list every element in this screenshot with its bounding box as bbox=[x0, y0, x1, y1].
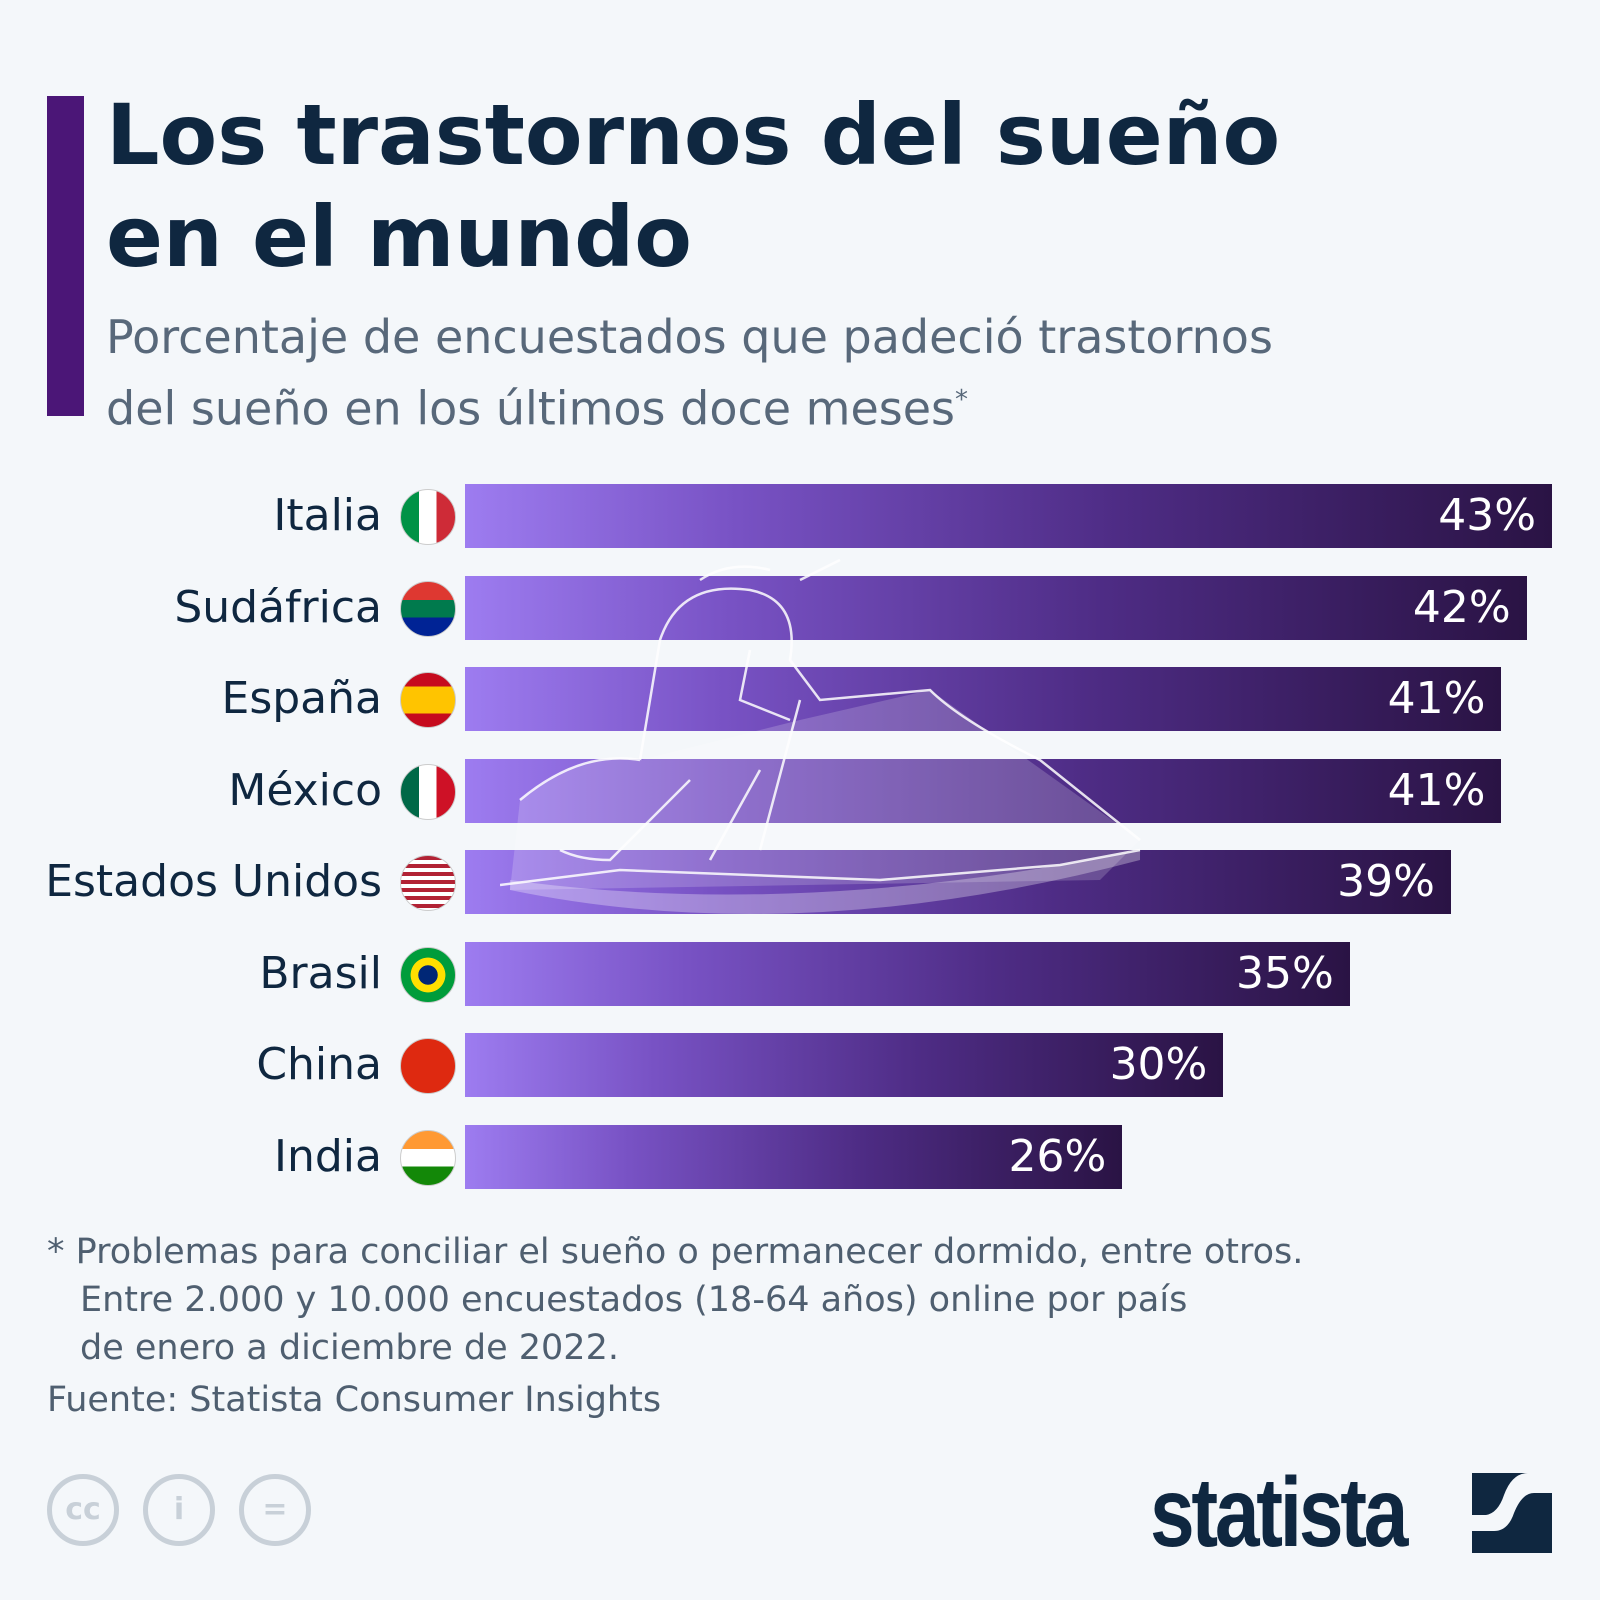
data-label: 39% bbox=[1337, 856, 1435, 907]
cc-icon[interactable]: cc bbox=[47, 1474, 119, 1546]
data-label: 26% bbox=[1008, 1130, 1107, 1182]
data-label: 30% bbox=[1109, 1039, 1208, 1090]
category-label: Estados Unidos bbox=[45, 856, 382, 907]
subtitle-line-1: Porcentaje de encuestados que padeció tr… bbox=[106, 310, 1273, 364]
title-accent-bar bbox=[47, 96, 84, 416]
no-derivatives-icon[interactable]: = bbox=[239, 1474, 311, 1546]
bar: 39% bbox=[465, 850, 1451, 914]
mexico-flag-icon bbox=[400, 763, 456, 820]
category-label: España bbox=[221, 673, 382, 724]
footnote-line: de enero a diciembre de 2022. bbox=[80, 1328, 619, 1368]
statista-logo-mark bbox=[1472, 1473, 1552, 1553]
source-text: Fuente: Statista Consumer Insights bbox=[47, 1380, 662, 1420]
statista-logo[interactable]: statista bbox=[1150, 1457, 1408, 1567]
bar: 42% bbox=[465, 575, 1527, 640]
category-label: México bbox=[228, 764, 382, 816]
bar: 41% bbox=[465, 758, 1502, 823]
bar: 43% bbox=[465, 484, 1552, 548]
attribution-icon[interactable]: i bbox=[143, 1474, 215, 1546]
data-label: 41% bbox=[1387, 673, 1486, 724]
bar: 30% bbox=[465, 1033, 1224, 1097]
india-flag-icon bbox=[400, 1129, 456, 1186]
subtitle-line-2: del sueño en los últimos doce meses bbox=[106, 381, 956, 436]
bar: 26% bbox=[465, 1124, 1123, 1189]
bar-chart: Italia 43% Sudáfrica 42% España 41% México 41% E… bbox=[45, 484, 1552, 1189]
footnote-line: Entre 2.000 y 10.000 encuestados (18-64 … bbox=[80, 1280, 1188, 1320]
category-label: Brasil bbox=[259, 947, 382, 999]
footnote-line: * Problemas para conciliar el sueño o pe… bbox=[47, 1232, 1304, 1272]
china-flag-icon bbox=[400, 1038, 456, 1094]
chart-title: Los trastornos del sueño en el mundo bbox=[106, 84, 1506, 288]
data-label: 35% bbox=[1235, 947, 1334, 999]
south-africa-flag-icon bbox=[400, 580, 456, 637]
chart-subtitle: Porcentaje de encuestados que padeció tr… bbox=[106, 306, 1506, 440]
category-label: India bbox=[274, 1130, 382, 1182]
category-label: Italia bbox=[273, 490, 382, 541]
italy-flag-icon bbox=[400, 489, 456, 545]
data-label: 43% bbox=[1438, 490, 1536, 541]
title-line-1: Los trastornos del sueño bbox=[106, 86, 1281, 184]
bar: 41% bbox=[465, 667, 1502, 731]
subtitle-asterisk: * bbox=[955, 385, 969, 415]
brazil-flag-icon bbox=[400, 946, 456, 1003]
usa-flag-icon bbox=[400, 855, 456, 911]
data-label: 41% bbox=[1387, 764, 1486, 816]
spain-flag-icon bbox=[400, 672, 456, 728]
footnote: * Problemas para conciliar el sueño o pe… bbox=[47, 1228, 1303, 1372]
category-label: China bbox=[256, 1039, 382, 1090]
bar: 35% bbox=[465, 941, 1350, 1006]
data-label: 42% bbox=[1412, 581, 1511, 633]
category-label: Sudáfrica bbox=[174, 581, 382, 633]
title-line-2: en el mundo bbox=[106, 188, 692, 286]
